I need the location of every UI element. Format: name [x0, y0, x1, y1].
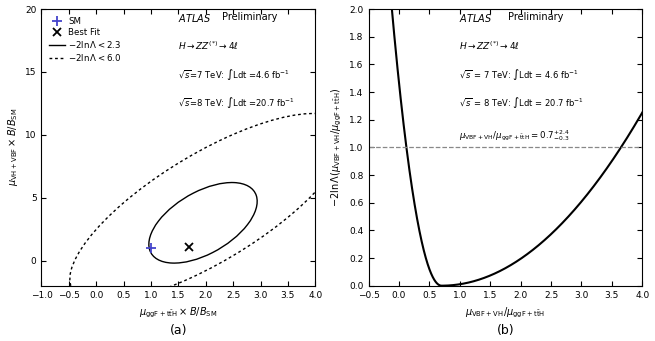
- Text: Preliminary: Preliminary: [222, 12, 278, 22]
- X-axis label: $\mu_{\mathrm{VBF+VH}}/\mu_{\mathrm{ggF+t\bar{t}H}}$: $\mu_{\mathrm{VBF+VH}}/\mu_{\mathrm{ggF+…: [465, 305, 546, 320]
- Text: (b): (b): [496, 324, 514, 337]
- Text: $ATLAS$: $ATLAS$: [459, 12, 492, 24]
- Text: $\sqrt{s}$=8 TeV: $\int$Ldt =20.7 fb$^{-1}$: $\sqrt{s}$=8 TeV: $\int$Ldt =20.7 fb$^{-…: [178, 95, 295, 110]
- Text: (a): (a): [170, 324, 187, 337]
- Text: $H \rightarrow ZZ^{(*)} \rightarrow 4\ell$: $H \rightarrow ZZ^{(*)} \rightarrow 4\el…: [459, 40, 520, 52]
- Y-axis label: $\mu_{\mathrm{VH+VBF}} \times B/B_{\mathrm{SM}}$: $\mu_{\mathrm{VH+VBF}} \times B/B_{\math…: [5, 108, 20, 187]
- Text: $\sqrt{s}$ = 7 TeV: $\int$Ldt = 4.6 fb$^{-1}$: $\sqrt{s}$ = 7 TeV: $\int$Ldt = 4.6 fb$^…: [459, 67, 578, 82]
- Legend: SM, Best Fit, $-2\ln\Lambda < 2.3$, $-2\ln\Lambda < 6.0$: SM, Best Fit, $-2\ln\Lambda < 2.3$, $-2\…: [48, 16, 123, 64]
- Text: $\sqrt{s}$ = 8 TeV: $\int$Ldt = 20.7 fb$^{-1}$: $\sqrt{s}$ = 8 TeV: $\int$Ldt = 20.7 fb$…: [459, 95, 584, 110]
- X-axis label: $\mu_{\mathrm{ggF+t\bar{t}H}} \times B/B_{\mathrm{SM}}$: $\mu_{\mathrm{ggF+t\bar{t}H}} \times B/B…: [140, 305, 217, 320]
- Text: $ATLAS$: $ATLAS$: [178, 12, 212, 24]
- Y-axis label: $-2\ln\Lambda(\mu_{\mathrm{VBF+VH}}/\mu_{\mathrm{ggF+t\bar{t}H}})$: $-2\ln\Lambda(\mu_{\mathrm{VBF+VH}}/\mu_…: [329, 88, 344, 207]
- Text: $\mu_{\mathrm{VBF+VH}}/\mu_{\mathrm{ggF+\bar{t}tH}} = 0.7^{+2.4}_{-0.3}$: $\mu_{\mathrm{VBF+VH}}/\mu_{\mathrm{ggF+…: [459, 128, 570, 143]
- Text: $\sqrt{s}$=7 TeV: $\int$Ldt =4.6 fb$^{-1}$: $\sqrt{s}$=7 TeV: $\int$Ldt =4.6 fb$^{-1…: [178, 67, 290, 82]
- Text: Preliminary: Preliminary: [508, 12, 563, 22]
- Text: $H\rightarrow ZZ^{(*)}\rightarrow 4\ell$: $H\rightarrow ZZ^{(*)}\rightarrow 4\ell$: [178, 40, 240, 52]
